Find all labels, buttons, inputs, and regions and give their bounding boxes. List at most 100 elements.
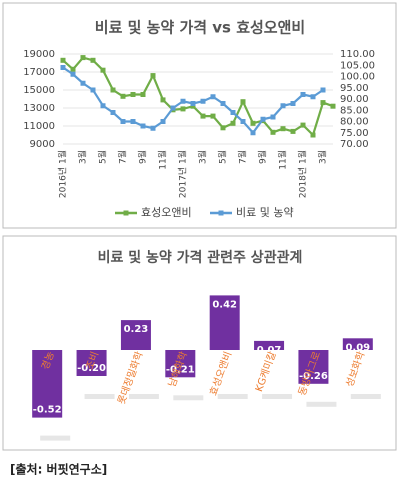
x-tick-label: 11월 [277, 150, 289, 170]
y2-tick-label: 80.00 [340, 117, 369, 128]
marker [300, 122, 306, 128]
bar [120, 320, 151, 350]
x-tick-label: 2017년 1월 [177, 150, 189, 198]
y-tick-label: 13000 [23, 103, 55, 114]
marker [250, 130, 256, 136]
marker [330, 103, 336, 109]
bar-shadow [84, 394, 115, 399]
marker [90, 87, 96, 93]
x-tick-label: 9월 [257, 150, 269, 164]
marker [100, 103, 106, 109]
marker [180, 106, 186, 112]
x-tick-label: 3월 [317, 150, 329, 164]
marker [90, 57, 96, 63]
marker [130, 92, 136, 97]
source: [출처: 버핏연구소] [10, 462, 107, 477]
marker [290, 128, 296, 134]
bar [32, 350, 63, 418]
y2-tick-label: 110.00 [340, 49, 375, 60]
y2-tick-label: 85.00 [340, 105, 369, 116]
bar-shadow [306, 401, 337, 407]
marker [190, 103, 196, 109]
marker [110, 87, 116, 93]
marker [150, 125, 156, 131]
marker [60, 65, 66, 70]
marker [100, 67, 106, 73]
value-label: -0.26 [299, 371, 328, 382]
marker [200, 113, 206, 119]
y-tick-label: 17000 [23, 67, 55, 78]
chart-frame [2, 235, 397, 451]
y2-tick-label: 100.00 [340, 72, 375, 83]
marker [240, 119, 246, 124]
x-tick-label: 7월 [117, 150, 129, 164]
marker [280, 126, 286, 132]
marker [110, 110, 116, 115]
marker [230, 120, 236, 126]
marker [270, 129, 276, 135]
bar [209, 295, 240, 350]
value-label: 0.07 [257, 345, 282, 356]
legend-marker [218, 210, 224, 216]
marker [300, 92, 306, 97]
marker [70, 71, 76, 77]
marker [310, 132, 316, 138]
y2-tick-label: 95.00 [340, 83, 369, 94]
marker [130, 119, 136, 124]
x-tick-label: 2016년 1월 [57, 150, 69, 198]
y-tick-label: 9000 [30, 139, 55, 150]
marker [140, 92, 146, 97]
y-tick-label: 19000 [23, 49, 55, 60]
marker [320, 100, 326, 106]
marker [120, 119, 126, 124]
x-tick-label: 5월 [217, 150, 229, 164]
bar-shadow [350, 394, 381, 399]
y2-tick-label: 75.00 [340, 128, 369, 139]
marker [210, 94, 216, 100]
bar [254, 340, 285, 350]
y2-tick-label: 70.00 [340, 139, 369, 150]
x-tick-label: 3월 [77, 150, 89, 164]
legend-marker [123, 210, 129, 216]
value-label: 0.23 [124, 324, 149, 335]
chart-title: 비료 및 농약 가격 vs 효성오앤비 [95, 19, 305, 37]
legend-label: 비료 및 농약 [236, 205, 294, 219]
marker [200, 98, 206, 104]
marker [120, 93, 126, 99]
bar [165, 350, 196, 378]
marker [170, 105, 176, 111]
marker [220, 125, 226, 131]
marker [180, 98, 186, 104]
marker [160, 97, 166, 103]
marker [80, 80, 86, 86]
x-tick-label: 9월 [137, 150, 149, 164]
y2-tick-label: 105.00 [340, 60, 375, 71]
marker [290, 101, 296, 106]
category-label: 조비 [84, 350, 102, 371]
marker [60, 57, 66, 63]
bar-shadow [262, 394, 293, 399]
marker [320, 87, 326, 93]
marker [270, 114, 276, 120]
bar [342, 338, 373, 350]
bar [76, 350, 107, 376]
value-label: 0.42 [212, 299, 237, 310]
value-label: -0.20 [77, 363, 106, 374]
value-label: -0.52 [33, 405, 62, 416]
marker [250, 120, 256, 126]
x-tick-label: 2018년 1월 [297, 150, 309, 198]
marker [260, 116, 266, 122]
x-tick-label: 7월 [237, 150, 249, 164]
marker [190, 101, 196, 106]
y-tick-label: 15000 [23, 85, 55, 96]
x-tick-label: 11월 [157, 150, 169, 170]
legend-label: 효성오앤비 [141, 206, 192, 219]
marker [160, 119, 166, 124]
marker [310, 94, 316, 100]
value-label: -0.21 [166, 364, 195, 375]
marker [210, 113, 216, 119]
marker [230, 110, 236, 115]
marker [140, 123, 146, 129]
value-label: 0.09 [345, 342, 370, 353]
